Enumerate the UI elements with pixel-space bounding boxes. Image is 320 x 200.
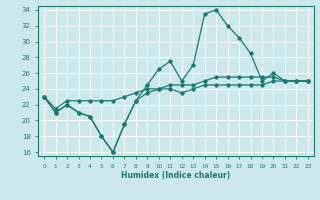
X-axis label: Humidex (Indice chaleur): Humidex (Indice chaleur) bbox=[121, 171, 231, 180]
